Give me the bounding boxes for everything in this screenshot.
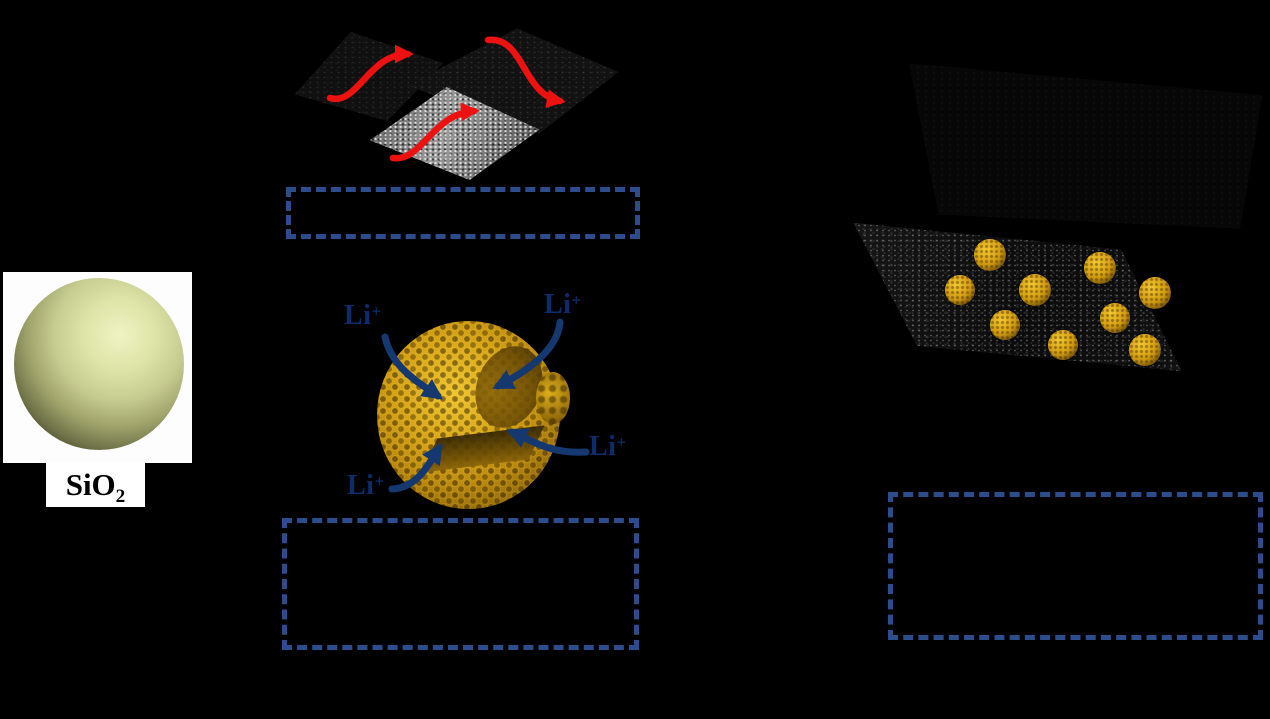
li-charge: + <box>371 301 382 321</box>
gold-nanosphere <box>1048 330 1078 360</box>
silica-label-text: SiO <box>65 467 116 502</box>
gold-nanosphere <box>1139 277 1171 309</box>
li-arrow-top-left-icon <box>381 333 444 400</box>
li-text: Li <box>347 470 375 501</box>
annotation-box-bottom-center <box>282 518 639 650</box>
silica-sphere-image <box>3 272 192 463</box>
graphene-sheet-faint-upper <box>909 63 1263 229</box>
red-s-arrow-icon <box>389 102 480 162</box>
li-text: Li <box>544 289 572 320</box>
red-curved-arrows-icon <box>326 36 566 162</box>
gold-nanosphere <box>990 310 1020 340</box>
annotation-box-bottom-right <box>888 492 1263 640</box>
gold-nanosphere <box>1084 252 1116 284</box>
li-text: Li <box>589 431 617 462</box>
li-arrow-right-icon <box>506 428 590 456</box>
li-ion-arrows-icon <box>381 318 590 493</box>
li-charge: + <box>374 471 385 491</box>
gold-nanosphere <box>974 239 1006 271</box>
red-s-arrow-icon <box>326 44 414 103</box>
li-text: Li <box>344 300 372 331</box>
li-ion-label-bottom-left: Li+ <box>347 472 385 500</box>
li-ion-label-top-right: Li+ <box>544 291 582 319</box>
red-s-arrow-icon <box>484 36 566 108</box>
li-ion-label-right: Li+ <box>589 433 627 461</box>
gold-nanosphere <box>1100 303 1130 333</box>
gold-nanosphere <box>945 275 975 305</box>
li-ion-label-top-left: Li+ <box>344 302 382 330</box>
silica-label-subscript: 2 <box>115 486 126 508</box>
silica-label: SiO2 <box>46 463 145 507</box>
annotation-box-top <box>286 187 640 239</box>
silica-sphere <box>14 278 184 450</box>
hollow-gold-nanosphere <box>377 321 560 509</box>
nanosphere-surface-bump <box>536 372 570 424</box>
li-arrow-top-right-icon <box>492 318 564 390</box>
gold-nanosphere <box>1129 334 1161 366</box>
li-arrow-bottom-left-icon <box>388 442 443 493</box>
gold-nanosphere <box>1019 274 1051 306</box>
li-charge: + <box>616 432 627 452</box>
li-charge: + <box>571 290 582 310</box>
